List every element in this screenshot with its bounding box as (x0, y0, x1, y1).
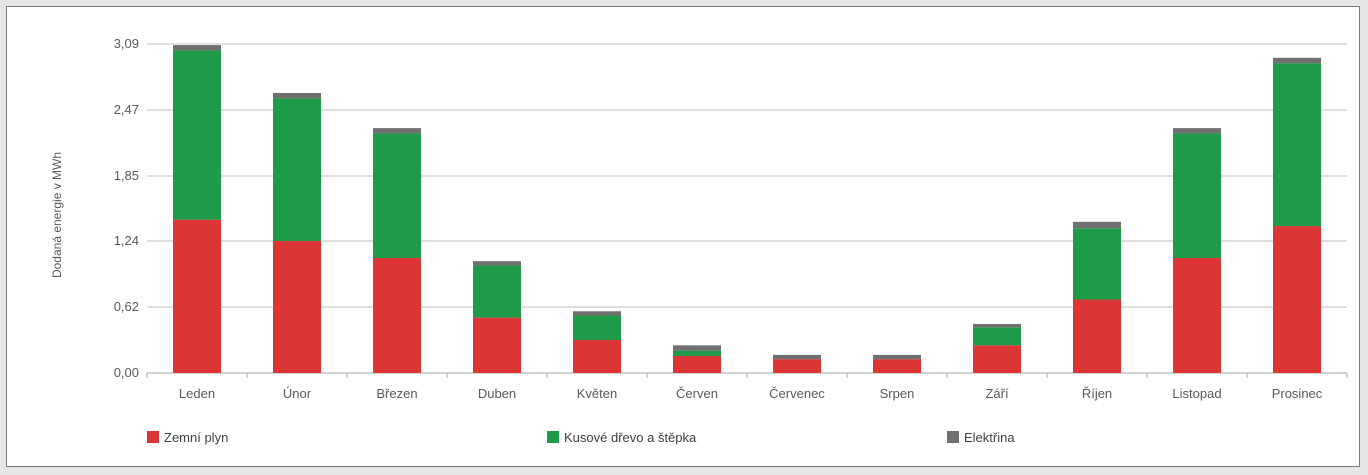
bar-segment-3 (273, 92, 321, 99)
bar-segment-2 (273, 98, 321, 241)
bar-segment-1 (1173, 258, 1221, 373)
bar-segment-1 (873, 359, 921, 373)
x-tick-label: Září (985, 386, 1009, 401)
bar-segment-2 (473, 265, 521, 318)
bar-segment-1 (273, 240, 321, 373)
y-tick-label: 2,47 (114, 102, 139, 117)
bar-segment-3 (1173, 128, 1221, 134)
x-tick-label: Únor (283, 386, 312, 401)
bar-segment-2 (1173, 133, 1221, 259)
x-tick-label: Březen (376, 386, 417, 401)
x-tick-label: Říjen (1082, 386, 1112, 401)
x-tick-label: Květen (577, 386, 617, 401)
legend-swatch (947, 431, 959, 443)
legend: Zemní plyn Kusové dřevo a štěpka Elektřina (147, 430, 1015, 445)
bar-segment-1 (373, 258, 421, 373)
bar-segment-3 (173, 45, 221, 51)
x-tick-labels: Leden Únor Březen Duben Květen Červen Červenec… (146, 373, 1348, 401)
x-tick-label: Leden (179, 386, 215, 401)
bar-segment-1 (1273, 226, 1321, 373)
bar-segment-3 (573, 311, 621, 316)
y-tick-label: 0,00 (114, 365, 139, 380)
bar-segment-1 (673, 355, 721, 373)
bar-segment-2 (1073, 228, 1121, 300)
bar-segment-3 (1273, 57, 1321, 64)
legend-swatch (147, 431, 159, 443)
legend-label: Elektřina (964, 430, 1015, 445)
bar-segment-2 (373, 133, 421, 259)
y-tick-label: 1,85 (114, 168, 139, 183)
bar-segment-3 (673, 345, 721, 351)
y-tick-labels: 0,00 0,62 1,24 1,85 2,47 3,09 (114, 36, 139, 380)
bar-segment-3 (873, 354, 921, 360)
bars (173, 45, 1321, 373)
bar-segment-2 (973, 327, 1021, 346)
gridlines (147, 43, 1347, 374)
bar-segment-3 (773, 354, 821, 360)
bar-segment-1 (973, 345, 1021, 373)
bar-segment-2 (673, 350, 721, 356)
stacked-bar-chart: Dodaná energie v MWh 0,00 0,62 1,24 1,85 2,4… (50, 36, 1348, 445)
legend-label: Kusové dřevo a štěpka (564, 430, 697, 445)
x-tick-label: Srpen (880, 386, 915, 401)
y-axis-title: Dodaná energie v MWh (50, 152, 64, 278)
bar-segment-3 (473, 261, 521, 266)
bar-segment-3 (1073, 221, 1121, 229)
bar-segment-1 (773, 359, 821, 373)
x-tick-label: Listopad (1172, 386, 1221, 401)
bar-segment-1 (1073, 299, 1121, 373)
bar-segment-1 (573, 339, 621, 373)
x-tick-label: Prosinec (1272, 386, 1323, 401)
bar-segment-2 (573, 315, 621, 340)
x-tick-label: Červen (676, 386, 718, 401)
legend-swatch (547, 431, 559, 443)
bar-segment-3 (373, 128, 421, 134)
y-tick-label: 0,62 (114, 299, 139, 314)
bar-segment-1 (173, 219, 221, 373)
bar-segment-2 (1273, 63, 1321, 227)
x-tick-label: Červenec (769, 386, 825, 401)
bar-segment-3 (973, 324, 1021, 328)
bar-segment-2 (173, 50, 221, 220)
legend-label: Zemní plyn (164, 430, 228, 445)
chart-frame: Dodaná energie v MWh 0,00 0,62 1,24 1,85 2,4… (6, 6, 1360, 467)
x-tick-label: Duben (478, 386, 516, 401)
y-tick-label: 3,09 (114, 36, 139, 51)
y-tick-label: 1,24 (114, 233, 139, 248)
bar-segment-1 (473, 317, 521, 373)
